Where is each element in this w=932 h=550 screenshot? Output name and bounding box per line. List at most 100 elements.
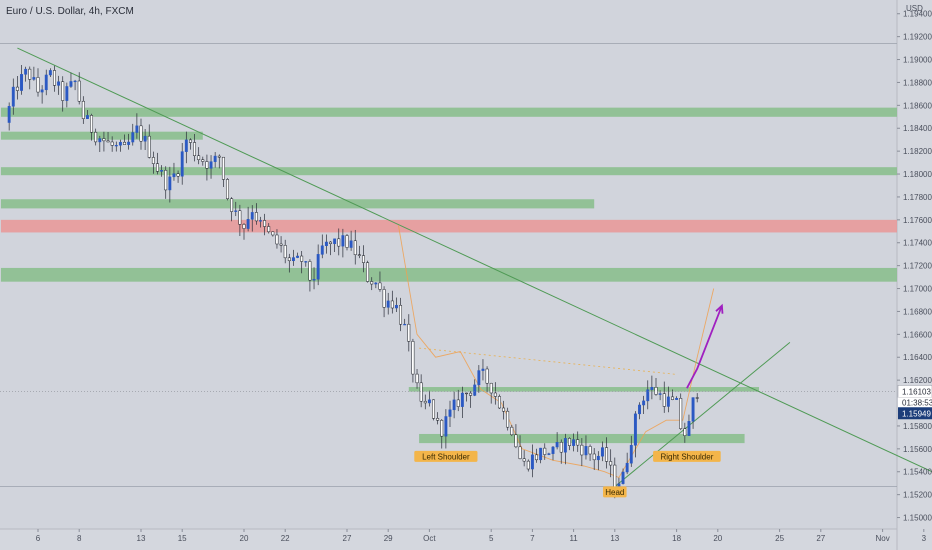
- candle-body: [345, 235, 349, 248]
- y-tick-label: 1.17000: [903, 285, 932, 294]
- candle-body: [654, 387, 658, 395]
- candle-body: [547, 453, 551, 455]
- countdown-timer-bg: [898, 397, 932, 409]
- x-tick-label: 3: [922, 534, 927, 543]
- candle-body: [143, 135, 147, 142]
- candle-body: [543, 447, 547, 455]
- candle-body: [238, 210, 242, 225]
- candle-body: [147, 135, 151, 158]
- zone-resistance-5: [0, 267, 898, 282]
- candle-body: [197, 155, 201, 160]
- candle-body: [502, 407, 506, 412]
- candle-body: [77, 80, 81, 102]
- zone-resistance-1: [0, 107, 898, 117]
- candle-body: [452, 399, 456, 411]
- zone-red-zone: [0, 219, 898, 233]
- candle-body: [221, 156, 225, 180]
- candle-body: [65, 86, 69, 101]
- y-tick-label: 1.18400: [903, 124, 932, 133]
- axes-layer: 1.19400 1.19200 1.19000 1.18800 1.18600 1.184…: [36, 10, 932, 543]
- y-tick-label: 1.15400: [903, 468, 932, 477]
- x-tick-label: 27: [816, 534, 825, 543]
- x-tick-label: 27: [343, 534, 352, 543]
- grid-lines: [0, 43, 897, 488]
- candle-body: [646, 389, 650, 402]
- candle-body: [44, 74, 48, 91]
- candle-body: [638, 404, 641, 415]
- candle-body: [510, 426, 514, 436]
- last-price-tag: 1.15949: [902, 409, 931, 418]
- candle-body: [234, 210, 238, 212]
- candle-body: [73, 80, 77, 83]
- candle-body: [7, 106, 11, 123]
- candle-body: [427, 399, 431, 404]
- zone-resistance-4: [0, 199, 595, 209]
- candle-body: [535, 454, 538, 461]
- candle-body: [493, 392, 497, 397]
- candle-body: [205, 161, 209, 169]
- current-price-tag: 1.16103: [902, 387, 931, 396]
- candle-body: [139, 125, 143, 142]
- candle-body: [135, 125, 139, 133]
- candle-body: [40, 89, 44, 93]
- candle-body: [349, 240, 353, 248]
- candle-body: [259, 220, 262, 222]
- candle-body: [110, 141, 114, 146]
- candle-body: [662, 393, 666, 407]
- candle-body: [337, 238, 341, 247]
- y-tick-label: 1.17600: [903, 216, 932, 225]
- candle-body: [423, 400, 427, 404]
- candle-body: [127, 141, 131, 145]
- candle-body: [275, 234, 279, 245]
- candle-body: [123, 141, 126, 145]
- annotation-box: [653, 450, 721, 462]
- candles-layer: [7, 65, 699, 499]
- candle-body: [675, 398, 679, 400]
- x-tick-label: Oct: [423, 534, 436, 543]
- countdown-timer: 01:38:53: [902, 398, 932, 407]
- x-tick-label: 13: [137, 534, 146, 543]
- candle-body: [530, 454, 534, 470]
- candle-body: [518, 446, 522, 459]
- y-tick-label: 1.16200: [903, 376, 932, 385]
- candle-body: [267, 226, 271, 233]
- candle-body: [180, 151, 184, 177]
- candle-body: [226, 179, 229, 199]
- candle-body: [559, 442, 563, 453]
- candle-body: [691, 397, 695, 422]
- y-tick-label: 1.18000: [903, 170, 932, 179]
- candle-body: [48, 70, 52, 76]
- candle-body: [164, 170, 168, 191]
- candle-body: [477, 370, 481, 386]
- chart-title: Euro / U.S. Dollar, 4h, FXCM: [6, 6, 134, 17]
- candle-body: [526, 460, 530, 470]
- candle-body: [572, 439, 576, 446]
- candle-body: [118, 141, 122, 146]
- candle-body: [36, 77, 40, 93]
- candle-body: [57, 81, 61, 86]
- x-tick-label: 15: [178, 534, 187, 543]
- candle-body: [172, 173, 176, 178]
- candle-body: [53, 70, 56, 86]
- x-tick-label: Nov: [875, 534, 889, 543]
- candle-body: [460, 392, 464, 407]
- candle-body: [605, 447, 609, 462]
- candle-body: [98, 138, 102, 143]
- candle-body: [370, 281, 374, 285]
- candle-body: [201, 159, 205, 162]
- y-tick-label: 1.18200: [903, 147, 932, 156]
- candle-body: [11, 86, 15, 107]
- candle-body: [131, 132, 135, 143]
- candle-body: [353, 240, 357, 255]
- candle-body: [415, 373, 419, 384]
- x-tick-label: 20: [713, 534, 722, 543]
- neckline-dashed: [419, 347, 677, 375]
- y-tick-label: 1.17800: [903, 193, 932, 202]
- x-tick-label: 29: [384, 534, 393, 543]
- candle-body: [658, 393, 662, 395]
- candle-body: [151, 157, 155, 164]
- candle-body: [230, 198, 234, 212]
- candle-body: [24, 68, 28, 75]
- candle-body: [333, 238, 337, 244]
